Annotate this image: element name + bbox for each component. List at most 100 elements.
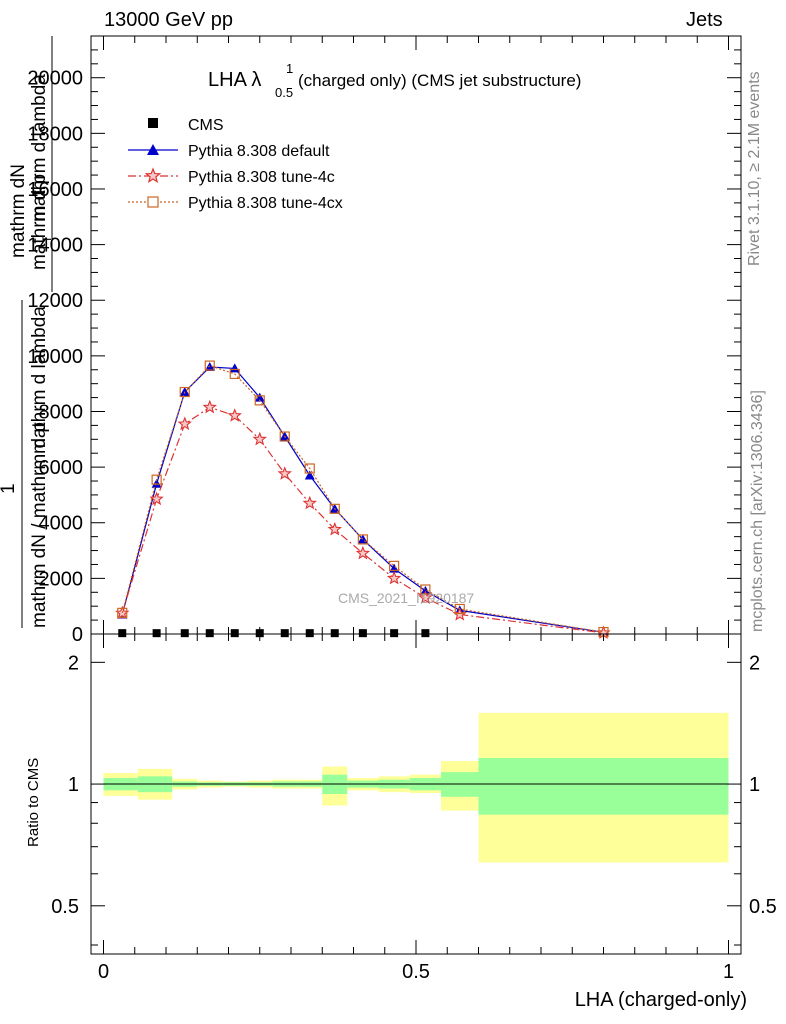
legend-marker-tune-4c (144, 167, 162, 184)
data-point-pythia-8-308-tune-4c (149, 491, 164, 506)
ratio-panel: 0.5 0.5 1 1 2 2 0 0.5 1 Ratio to CMS LHA (charge… (25, 633, 777, 1011)
data-point-pythia-8-308-tune-4c (386, 570, 402, 585)
ratio-y-tick-label-right: 2 (749, 652, 760, 674)
x-axis-label: LHA (charged-only) (575, 989, 747, 1011)
legend-label-default: Pythia 8.308 default (188, 143, 330, 160)
main-y-tick-label: 8000 (39, 401, 84, 423)
title-subscript: 0.5 (275, 85, 293, 100)
data-point-cms (152, 629, 161, 638)
legend-marker-cms (148, 118, 158, 128)
series-line-pythia-8-308-tune-4cx (121, 364, 604, 633)
header-left-label: 13000 GeV pp (104, 9, 233, 31)
data-point-cms (305, 629, 314, 638)
data-point-cms (358, 629, 367, 638)
legend-item-tune-4c: Pythia 8.308 tune-4c (128, 167, 335, 186)
data-point-cms (180, 629, 189, 638)
data-point-pythia-8-308-default (304, 470, 315, 480)
data-point-cms (255, 629, 264, 638)
main-y-tick-label: 20000 (27, 68, 83, 90)
title-main: LHA λ (208, 69, 261, 91)
data-point-pythia-8-308-tune-4c (418, 590, 433, 604)
main-y-tick-label: 6000 (39, 457, 84, 479)
legend-label-tune-4c: Pythia 8.308 tune-4c (188, 169, 335, 186)
data-point-cms (330, 629, 339, 638)
legend-item-cms: CMS (148, 117, 224, 134)
data-point-pythia-8-308-tune-4cx (117, 607, 128, 618)
ratio-y-tick-label-left: 0.5 (51, 896, 79, 918)
data-point-pythia-8-308-tune-4cx (304, 463, 315, 474)
legend-label-tune-4cx: Pythia 8.308 tune-4cx (188, 195, 343, 212)
data-point-pythia-8-308-default (420, 585, 431, 595)
ratio-band-stat (478, 757, 729, 815)
ylabel-one: 1 (0, 483, 19, 494)
data-point-pythia-8-308-tune-4c (202, 399, 217, 414)
data-point-cms (280, 629, 289, 638)
data-point-pythia-8-308-tune-4c (327, 521, 342, 536)
data-point-cms (421, 629, 430, 638)
data-point-pythia-8-308-tune-4c (355, 545, 371, 560)
ratio-axis-ticks: 0.5 0.5 1 1 2 2 0 0.5 1 (51, 634, 777, 983)
main-y-tick-label: 18000 (27, 123, 83, 145)
data-point-pythia-8-308-tune-4c (227, 408, 242, 422)
data-point-cms (390, 629, 399, 638)
main-y-tick-label: 14000 (27, 235, 83, 257)
ylabel-numerator-dn: mathrm dN (8, 164, 29, 258)
data-point-pythia-8-308-tune-4cx (389, 560, 400, 571)
data-point-pythia-8-308-default (229, 363, 240, 373)
x-tick-label: 0.5 (402, 961, 430, 983)
x-tick-label: 0 (98, 961, 109, 983)
data-point-pythia-8-308-tune-4c (277, 466, 292, 480)
data-point-pythia-8-308-tune-4cx (279, 431, 290, 442)
data-point-pythia-8-308-tune-4c (177, 416, 192, 431)
data-point-pythia-8-308-tune-4cx (329, 503, 340, 514)
ratio-y-tick-label-left: 2 (68, 652, 79, 674)
ratio-y-tick-label-left: 1 (68, 774, 79, 796)
header-right-label: Jets (686, 9, 723, 31)
legend-label-cms: CMS (188, 117, 224, 134)
legend-item-tune-4cx: Pythia 8.308 tune-4cx (128, 195, 343, 212)
data-point-pythia-8-308-tune-4c (252, 431, 267, 446)
legend-item-default: Pythia 8.308 default (128, 143, 330, 160)
data-point-cms (230, 629, 239, 638)
ylabel-numerator-dlambda: mathrm d lambda (29, 74, 50, 222)
data-point-pythia-8-308-default (254, 392, 265, 402)
data-point-pythia-8-308-tune-4c (302, 495, 317, 510)
ratio-plot-frame (90, 633, 742, 955)
data-point-pythia-8-308-tune-4cx (254, 395, 265, 406)
ratio-y-tick-label-right: 0.5 (749, 896, 777, 918)
ratio-bands (103, 712, 729, 863)
main-axis-ticks: 0 2000 4000 6000 8000 10000 12000 14000 16000 180… (27, 35, 741, 646)
data-point-cms (118, 629, 127, 638)
data-point-pythia-8-308-tune-4cx (357, 534, 368, 545)
data-point-pythia-8-308-tune-4cx (179, 386, 190, 398)
ylabel-denominator-dn-dpt: mathrm dN / mathrm d p (29, 422, 50, 628)
watermark-label: CMS_2021_I1920187 (338, 590, 474, 606)
main-y-tick-label: 10000 (27, 346, 83, 368)
data-point-pythia-8-308-tune-4cx (454, 603, 465, 615)
data-point-pythia-8-308-tune-4cx (229, 368, 240, 380)
data-point-pythia-8-308-default (151, 478, 162, 488)
data-point-pythia-8-308-tune-4cx (420, 584, 431, 595)
main-y-tick-label: 0 (72, 624, 83, 646)
series-cms (118, 629, 430, 638)
main-y-tick-label: 2000 (39, 568, 84, 590)
main-y-tick-label: 16000 (27, 179, 83, 201)
main-y-axis-label: mathrm dN mathrm d p T mathrm d lambda 1… (0, 36, 54, 628)
chart-title: LHA λ 1 0.5 (charged only) (CMS jet subs… (208, 61, 581, 100)
main-y-tick-label: 12000 (27, 290, 83, 312)
ratio-y-tick-label-right: 1 (749, 774, 760, 796)
legend-marker-default (147, 144, 159, 155)
title-rest: (charged only) (CMS jet substructure) (298, 71, 581, 90)
data-point-pythia-8-308-tune-4cx (151, 474, 162, 485)
ylabel-numerator-dpt: mathrm d p (29, 174, 50, 270)
ylabel-numerator-t: T (40, 235, 54, 243)
series-line-pythia-8-308-tune-4c (121, 406, 604, 634)
series-pythia-8-308-tune-4cx (117, 360, 609, 638)
main-y-tick-label: 4000 (39, 513, 84, 535)
data-point-pythia-8-308-tune-4cx (204, 360, 215, 371)
ylabel-denominator-dlambda: mathrm d lambda (29, 306, 50, 454)
x-tick-label: 1 (723, 961, 734, 983)
legend: CMS Pythia 8.308 default Pythia 8.308 tu… (128, 117, 343, 212)
legend-marker-tune-4cx (147, 196, 159, 208)
